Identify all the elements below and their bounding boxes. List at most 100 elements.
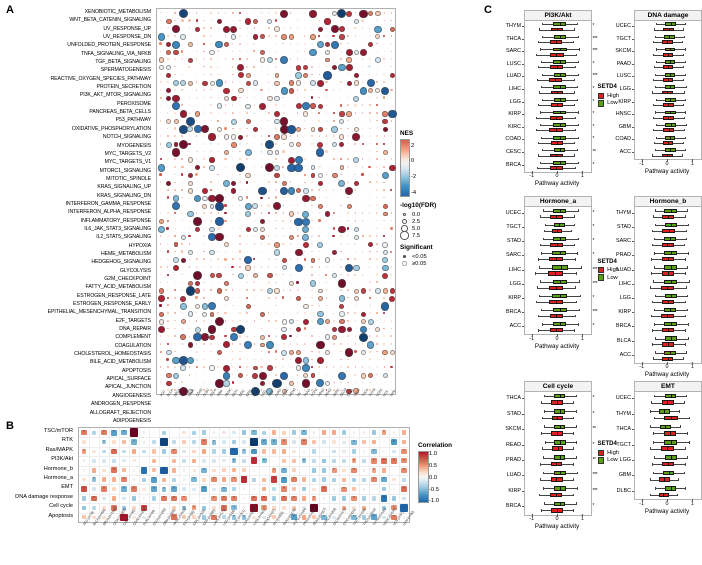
- panel-a-dot: [333, 58, 335, 60]
- panel-a-dot: [361, 150, 364, 153]
- panel-a-dot: [303, 72, 309, 78]
- subplot-category-label: LUSC: [616, 73, 631, 80]
- panel-a-dot: [174, 296, 176, 299]
- setd4-legend: SETD4 High Low: [597, 84, 619, 107]
- correlation-square: [201, 439, 207, 445]
- panel-b-column-labels: ACC (n=79) BLCA (n=408) BRCA (n=1100) CESC …: [78, 506, 415, 565]
- panel-a-dot: [238, 334, 242, 338]
- panel-a-dot: [369, 73, 371, 76]
- panel-a-dot: [376, 150, 378, 153]
- panel-a-dot: [390, 135, 393, 137]
- panel-a-dot: [296, 204, 299, 207]
- panel-a-dot: [258, 186, 267, 196]
- correlation-square: [212, 468, 216, 473]
- panel-a-dot: [282, 143, 284, 145]
- correlation-square: [311, 440, 317, 445]
- panel-a-dot: [159, 27, 162, 30]
- correlation-square: [312, 487, 316, 491]
- panel-a-dot: [354, 358, 357, 361]
- x-axis-tick-label: 1: [690, 160, 694, 167]
- panel-a-dot: [246, 335, 248, 337]
- panel-a-dot: [210, 297, 212, 299]
- panel-a-dot: [368, 104, 371, 107]
- panel-b-cell: *: [169, 484, 179, 493]
- correlation-square: [322, 440, 326, 444]
- x-axis-tick-label: 1: [580, 173, 584, 180]
- whisker-cap: [653, 53, 654, 56]
- panel-b-cell: *: [119, 475, 129, 484]
- panel-a-dot: [238, 365, 242, 369]
- whisker-cap: [651, 257, 652, 261]
- panel-b-cell: [159, 447, 169, 456]
- panel-a-dot: [209, 257, 213, 261]
- median-line: [557, 446, 559, 452]
- panel-a-dot: [209, 249, 215, 256]
- median-line: [668, 128, 670, 133]
- correlation-square: [242, 468, 246, 473]
- panel-a-dot: [347, 297, 349, 299]
- panel-a-dot: [246, 50, 248, 53]
- panel-a-dot: [281, 326, 287, 333]
- median-line: [667, 285, 669, 290]
- whisker-cap: [684, 243, 685, 247]
- panel-a-dot: [260, 127, 263, 130]
- panel-a-row-label: DNA_REPAIR: [119, 326, 151, 333]
- panel-b-cell: [329, 513, 339, 522]
- panel-a-dot: [302, 357, 310, 364]
- panel-a-dot: [181, 50, 184, 53]
- subplot-plot-area: [524, 390, 592, 516]
- median-line: [559, 455, 561, 460]
- panel-a-dot: [203, 166, 205, 168]
- panel-a-dot: [303, 158, 306, 161]
- panel-a-dot: [315, 340, 325, 350]
- panel-b-cell: [289, 456, 299, 465]
- panel-a-dot: [311, 242, 313, 245]
- panel-a-dot: [188, 19, 191, 22]
- correlation-square: [102, 496, 106, 501]
- panel-a-dot: [382, 242, 388, 248]
- panel-a-dot: [195, 358, 198, 361]
- significance-star: *: [213, 513, 215, 519]
- panel-a-dot: [361, 366, 364, 368]
- panel-a-dot: [252, 18, 259, 25]
- panel-b-cell: [399, 513, 409, 522]
- panel-a-dot: [202, 203, 208, 209]
- whisker-cap: [651, 401, 652, 404]
- correlation-square: [312, 458, 316, 463]
- panel-a-dot: [272, 202, 281, 211]
- correlation-square: [332, 449, 336, 454]
- panel-a-dot: [195, 81, 198, 83]
- panel-b-cell: [79, 466, 89, 475]
- significance-star: *: [243, 513, 245, 519]
- panel-a-dot: [390, 374, 393, 376]
- panel-a-dot: [244, 149, 252, 156]
- median-line: [555, 271, 557, 276]
- median-line: [560, 322, 561, 327]
- whisker-cap: [649, 478, 651, 481]
- box: [550, 214, 563, 219]
- correlation-square: [361, 439, 367, 445]
- whisker-cap: [652, 78, 654, 82]
- panel-a-dot: [325, 227, 328, 230]
- panel-b-cell: [339, 447, 349, 456]
- median-line: [559, 409, 561, 414]
- correlation-square: [281, 458, 286, 463]
- subplot-category-label: SKCM: [505, 426, 521, 433]
- panel-a-dot: [361, 250, 364, 253]
- correlation-square: [222, 431, 226, 435]
- panel-a-dot: [203, 281, 205, 283]
- panel-a-dot: [166, 250, 169, 253]
- panel-b-cell: *: [319, 484, 329, 493]
- panel-a-dot: [239, 320, 241, 322]
- panel-a-dot: [246, 381, 248, 384]
- significance-star: *: [163, 485, 165, 491]
- panel-a-dot: [167, 189, 169, 191]
- panel-a-dot: [316, 79, 324, 87]
- correlation-square: [312, 515, 316, 520]
- panel-a-dot: [253, 120, 255, 122]
- median-line: [664, 477, 666, 482]
- whisker-cap: [573, 78, 575, 82]
- median-line: [556, 65, 558, 70]
- panel-a-dot: [274, 134, 280, 140]
- significance-star: *: [123, 513, 125, 519]
